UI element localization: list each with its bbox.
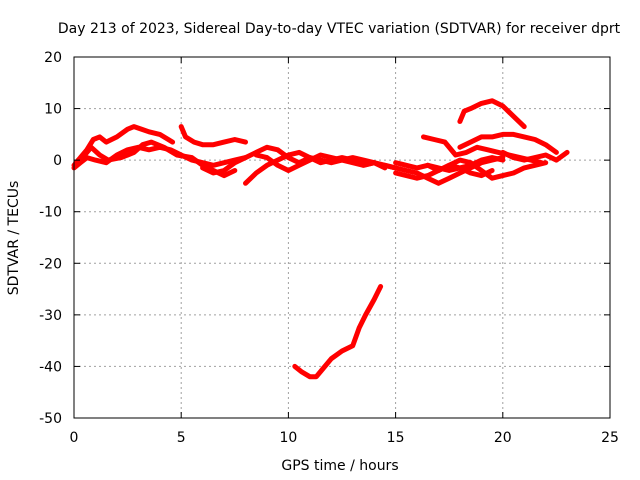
series-layer (71, 98, 570, 380)
x-tick-label: 15 (387, 430, 405, 446)
y-tick-label: -20 (39, 256, 62, 272)
tick-label-layer: 0 5 10 15 20 25 -50 -40 -30 -20 -10 0 10 20 (39, 50, 619, 446)
series-line-track-8 (292, 284, 384, 380)
x-tick-label: 25 (601, 430, 619, 446)
y-tick-label: 10 (44, 102, 62, 118)
series-line-track-9 (382, 155, 506, 186)
y-axis-label: SDTVAR / TECUs (6, 181, 22, 296)
series-line-track-11 (425, 157, 549, 181)
series-line-track-7 (253, 152, 377, 173)
series-line-track-2 (71, 144, 248, 171)
x-axis-label: GPS time / hours (281, 458, 398, 474)
y-tick-label: -30 (39, 308, 62, 324)
y-tick-label: -50 (39, 411, 62, 427)
y-tick-label: -40 (39, 359, 62, 375)
x-tick-label: 20 (494, 430, 512, 446)
y-tick-label: 20 (44, 50, 62, 66)
x-tick-label: 0 (70, 430, 79, 446)
x-tick-label: 10 (279, 430, 297, 446)
series-line-track-14 (457, 131, 559, 155)
series-line-track-16 (500, 149, 570, 163)
tick-layer (73, 56, 611, 419)
y-tick-label: 0 (53, 153, 62, 169)
x-tick-label: 5 (177, 430, 186, 446)
series-line-track-12 (393, 155, 506, 173)
grid-layer (74, 57, 610, 418)
chart-title: Day 213 of 2023, Sidereal Day-to-day VTE… (58, 21, 621, 37)
plot-frame (73, 56, 611, 419)
series-line-track-4 (178, 124, 248, 148)
y-tick-label: -10 (39, 205, 62, 221)
series-line-track-15 (457, 98, 527, 130)
